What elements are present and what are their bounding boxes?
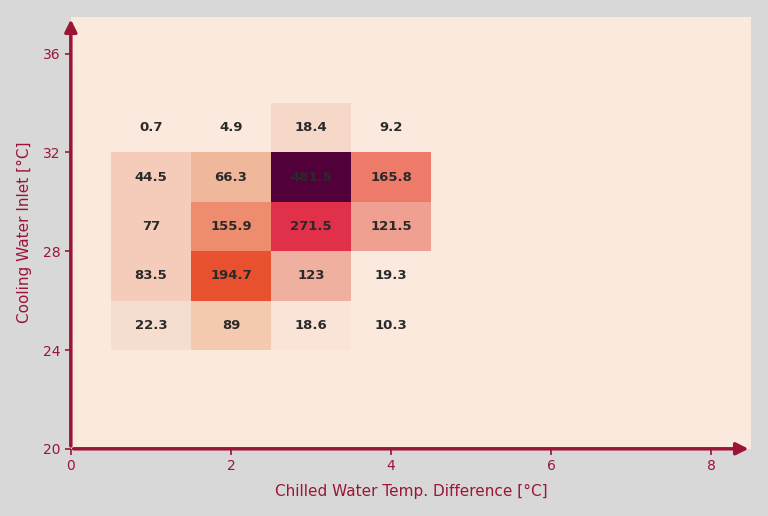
Bar bbox=[271, 103, 351, 152]
Text: 0.7: 0.7 bbox=[139, 121, 163, 134]
Bar bbox=[191, 103, 271, 152]
Bar bbox=[351, 103, 431, 152]
Bar bbox=[271, 301, 351, 350]
Text: 89: 89 bbox=[222, 319, 240, 332]
Text: 271.5: 271.5 bbox=[290, 220, 332, 233]
Text: 83.5: 83.5 bbox=[134, 269, 167, 282]
Bar bbox=[111, 103, 191, 152]
Bar bbox=[111, 251, 191, 301]
Bar bbox=[351, 301, 431, 350]
Bar bbox=[111, 152, 191, 202]
Text: 66.3: 66.3 bbox=[214, 171, 247, 184]
Bar bbox=[351, 251, 431, 301]
Bar bbox=[271, 251, 351, 301]
Bar bbox=[191, 202, 271, 251]
Bar bbox=[351, 152, 431, 202]
Text: 155.9: 155.9 bbox=[210, 220, 252, 233]
Bar bbox=[271, 202, 351, 251]
Text: 10.3: 10.3 bbox=[375, 319, 408, 332]
Bar bbox=[191, 251, 271, 301]
Bar bbox=[191, 152, 271, 202]
Text: 77: 77 bbox=[142, 220, 160, 233]
Bar bbox=[191, 301, 271, 350]
Text: 121.5: 121.5 bbox=[370, 220, 412, 233]
Text: 481.5: 481.5 bbox=[290, 171, 332, 184]
Text: 18.6: 18.6 bbox=[295, 319, 327, 332]
Text: 123: 123 bbox=[297, 269, 325, 282]
Bar bbox=[351, 202, 431, 251]
X-axis label: Chilled Water Temp. Difference [°C]: Chilled Water Temp. Difference [°C] bbox=[275, 485, 548, 499]
Text: 9.2: 9.2 bbox=[379, 121, 402, 134]
Y-axis label: Cooling Water Inlet [°C]: Cooling Water Inlet [°C] bbox=[17, 142, 31, 324]
Text: 22.3: 22.3 bbox=[134, 319, 167, 332]
Text: 18.4: 18.4 bbox=[295, 121, 327, 134]
Text: 4.9: 4.9 bbox=[219, 121, 243, 134]
Bar bbox=[271, 152, 351, 202]
Text: 44.5: 44.5 bbox=[134, 171, 167, 184]
Text: 19.3: 19.3 bbox=[375, 269, 407, 282]
Bar bbox=[111, 301, 191, 350]
Bar bbox=[111, 202, 191, 251]
Text: 165.8: 165.8 bbox=[370, 171, 412, 184]
Text: 194.7: 194.7 bbox=[210, 269, 252, 282]
